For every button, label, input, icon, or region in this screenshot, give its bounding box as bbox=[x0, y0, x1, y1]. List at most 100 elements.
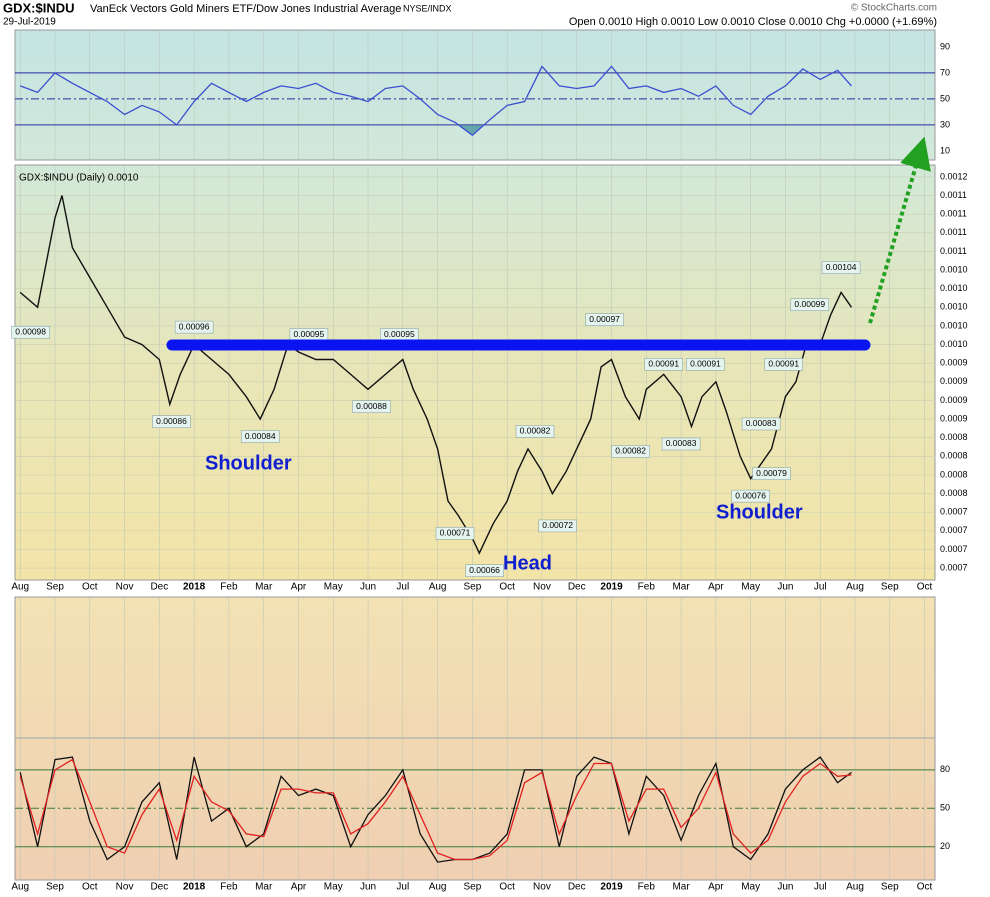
point-label-box bbox=[731, 489, 770, 503]
x-tick-label: Dec bbox=[150, 882, 168, 893]
point-label: 0.00096 bbox=[179, 321, 210, 331]
y-tick-label: 0.0008 bbox=[940, 488, 968, 498]
point-label: 0.00076 bbox=[735, 490, 766, 500]
series-line bbox=[19, 65, 852, 137]
y-tick-label: 0.0007 bbox=[940, 562, 968, 572]
x-tick-label: Nov bbox=[533, 582, 551, 593]
x-tick-label: Apr bbox=[708, 582, 724, 593]
point-label: 0.00099 bbox=[794, 299, 825, 309]
y-tick-label: 0.0008 bbox=[940, 469, 968, 479]
x-tick-label: May bbox=[741, 582, 760, 593]
x-tick-label: Jun bbox=[360, 882, 376, 893]
point-label: 0.00091 bbox=[768, 359, 799, 369]
point-label: 0.00097 bbox=[589, 314, 620, 324]
x-tick-label: Aug bbox=[11, 882, 29, 893]
x-tick-label: Jul bbox=[396, 882, 409, 893]
y-tick-label: 0.0007 bbox=[940, 507, 968, 517]
y-tick-label: 0.0009 bbox=[940, 358, 968, 368]
x-tick-label: Feb bbox=[220, 882, 238, 893]
x-tick-label: Mar bbox=[255, 582, 273, 593]
x-tick-label: Dec bbox=[568, 582, 586, 593]
x-tick-label: Jul bbox=[814, 582, 827, 593]
point-label-box bbox=[465, 564, 504, 577]
x-tick-label: 2018 bbox=[183, 882, 206, 893]
x-tick-label: 2019 bbox=[600, 582, 623, 593]
x-tick-label: Oct bbox=[82, 582, 98, 593]
x-tick-label: Aug bbox=[429, 882, 447, 893]
point-label: 0.00095 bbox=[294, 329, 325, 339]
x-tick-label: Aug bbox=[11, 582, 29, 593]
price-panel bbox=[14, 164, 936, 581]
y-tick-label: 0.0010 bbox=[940, 264, 968, 274]
x-tick-label: Oct bbox=[82, 882, 98, 893]
x-tick-label: Apr bbox=[291, 582, 307, 593]
legend: GDX:$INDU (Daily) 0.0010 bbox=[19, 173, 139, 184]
x-tick-label: Sep bbox=[463, 882, 481, 893]
x-tick-label: Oct bbox=[499, 882, 515, 893]
x-tick-label: Nov bbox=[116, 882, 134, 893]
y-tick-label: 0.0011 bbox=[940, 209, 967, 219]
x-tick-label: Jul bbox=[814, 882, 827, 893]
x-tick-label: 2018 bbox=[183, 582, 206, 593]
point-label: 0.00083 bbox=[666, 438, 697, 448]
point-label-box bbox=[611, 445, 650, 458]
series-line bbox=[19, 756, 852, 863]
y-tick-label: 0.0012 bbox=[940, 171, 968, 181]
point-label: 0.00066 bbox=[469, 565, 500, 575]
point-label: 0.00071 bbox=[440, 528, 471, 538]
point-label: 0.00079 bbox=[756, 468, 787, 478]
x-tick-label: Jun bbox=[777, 882, 793, 893]
point-label-box bbox=[11, 325, 50, 339]
y-tick-label: 0.0009 bbox=[940, 413, 968, 423]
annotation: Shoulder bbox=[716, 501, 803, 523]
y-tick-label: 0.0007 bbox=[940, 544, 968, 554]
y-tick-label: 0.0007 bbox=[940, 525, 968, 535]
annotation: Shoulder bbox=[205, 452, 292, 474]
point-label-box bbox=[515, 425, 555, 438]
x-tick-label: Dec bbox=[568, 882, 586, 893]
point-label-box bbox=[538, 519, 577, 533]
description: VanEck Vectors Gold Miners ETF/Dow Jones… bbox=[90, 3, 401, 15]
point-label: 0.00082 bbox=[615, 446, 646, 456]
y-tick-label: 90 bbox=[940, 41, 950, 51]
point-label-box bbox=[435, 527, 475, 540]
y-tick-label: 10 bbox=[940, 145, 950, 155]
x-tick-label: May bbox=[324, 582, 343, 593]
point-label-box bbox=[152, 415, 191, 428]
x-tick-label: Apr bbox=[708, 882, 724, 893]
annotation: Head bbox=[503, 552, 552, 574]
y-tick-label: 0.0010 bbox=[940, 302, 968, 312]
x-tick-label: Mar bbox=[672, 882, 690, 893]
x-tick-label: Sep bbox=[881, 582, 899, 593]
point-label-box bbox=[686, 358, 725, 371]
x-tick-label: Feb bbox=[638, 582, 656, 593]
breakout-arrow bbox=[868, 136, 931, 324]
y-tick-label: 0.0010 bbox=[940, 320, 968, 330]
y-tick-label: 50 bbox=[940, 93, 950, 103]
x-tick-label: Jun bbox=[360, 582, 376, 593]
oversold-shade bbox=[458, 124, 484, 136]
x-tick-label: Nov bbox=[116, 582, 134, 593]
quote: Open 0.0010 High 0.0010 Low 0.0010 Close… bbox=[569, 16, 937, 28]
x-tick-label: Aug bbox=[846, 582, 864, 593]
point-label-box bbox=[821, 261, 861, 274]
x-tick-label: Oct bbox=[499, 582, 515, 593]
point-label-box bbox=[174, 320, 214, 334]
point-label: 0.00086 bbox=[156, 416, 187, 426]
x-tick-label: Jun bbox=[777, 582, 793, 593]
y-tick-label: 0.0008 bbox=[940, 432, 968, 442]
point-label: 0.00104 bbox=[826, 262, 857, 272]
x-tick-label: May bbox=[741, 882, 760, 893]
x-tick-label: Jul bbox=[396, 582, 409, 593]
point-label: 0.00091 bbox=[690, 359, 721, 369]
point-label-box bbox=[240, 430, 280, 443]
y-tick-label: 50 bbox=[940, 803, 950, 813]
x-tick-label: Oct bbox=[917, 582, 933, 593]
y-tick-label: 30 bbox=[940, 119, 950, 129]
point-label: 0.00082 bbox=[520, 426, 551, 436]
point-label: 0.00098 bbox=[15, 326, 46, 336]
y-tick-label: 0.0011 bbox=[940, 246, 967, 256]
x-tick-label: Nov bbox=[533, 882, 551, 893]
